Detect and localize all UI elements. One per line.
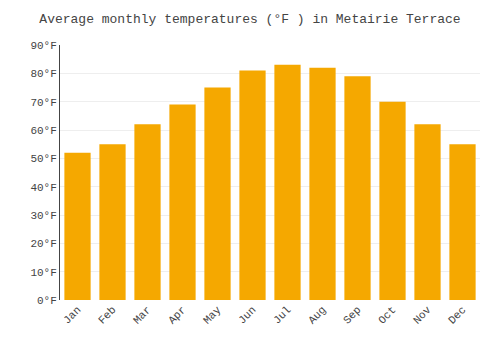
svg-text:10°F: 10°F [30, 267, 56, 279]
svg-text:Dec: Dec [446, 304, 468, 326]
svg-text:Jan: Jan [61, 304, 83, 326]
svg-text:Jun: Jun [236, 304, 258, 326]
svg-text:30°F: 30°F [30, 210, 56, 222]
svg-text:Aug: Aug [306, 304, 328, 326]
svg-text:50°F: 50°F [30, 153, 56, 165]
svg-text:90°F: 90°F [30, 40, 56, 52]
svg-text:Jul: Jul [271, 304, 293, 326]
svg-text:80°F: 80°F [30, 68, 56, 80]
svg-text:Average monthly temperatures (: Average monthly temperatures (°F ) in Me… [39, 12, 460, 27]
svg-text:0°F: 0°F [37, 295, 57, 307]
svg-text:Mar: Mar [131, 304, 153, 326]
svg-text:20°F: 20°F [30, 238, 56, 250]
svg-text:60°F: 60°F [30, 125, 56, 137]
svg-text:Feb: Feb [96, 304, 118, 326]
svg-text:May: May [201, 304, 224, 327]
svg-text:40°F: 40°F [30, 182, 56, 194]
svg-text:Nov: Nov [411, 304, 434, 327]
svg-text:70°F: 70°F [30, 97, 56, 109]
svg-text:Oct: Oct [376, 304, 398, 326]
svg-text:Apr: Apr [166, 304, 188, 326]
svg-text:Sep: Sep [341, 304, 363, 326]
